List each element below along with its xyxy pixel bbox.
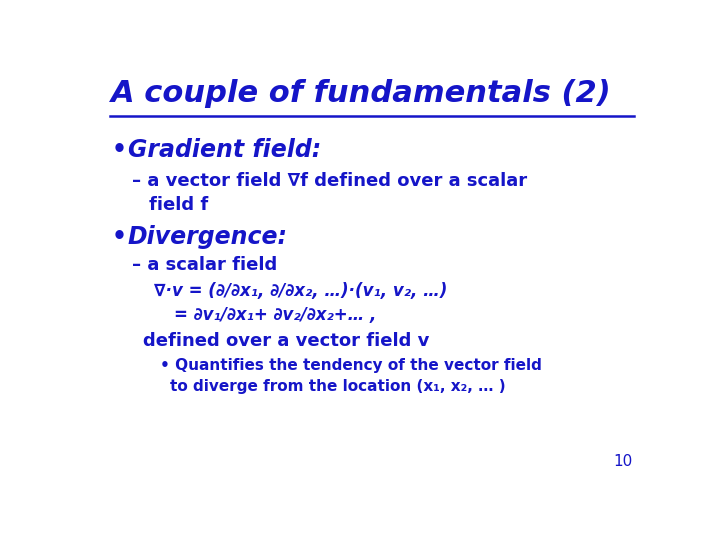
Text: Divergence:: Divergence: bbox=[128, 225, 288, 249]
Text: field f: field f bbox=[148, 196, 208, 214]
Text: = ∂v₁/∂x₁+ ∂v₂/∂x₂+… ,: = ∂v₁/∂x₁+ ∂v₂/∂x₂+… , bbox=[174, 306, 376, 324]
Text: • Quantifies the tendency of the vector field: • Quantifies the tendency of the vector … bbox=[160, 358, 541, 373]
Text: defined over a vector field v: defined over a vector field v bbox=[143, 332, 429, 350]
Text: 10: 10 bbox=[613, 454, 632, 469]
Text: •: • bbox=[111, 138, 126, 161]
Text: to diverge from the location (x₁, x₂, … ): to diverge from the location (x₁, x₂, … … bbox=[170, 379, 505, 394]
Text: – a vector field ∇f defined over a scalar: – a vector field ∇f defined over a scala… bbox=[132, 172, 527, 190]
Text: Gradient field:: Gradient field: bbox=[128, 138, 321, 161]
Text: ∇·v = (∂/∂x₁, ∂/∂x₂, …)·(v₁, v₂, …): ∇·v = (∂/∂x₁, ∂/∂x₂, …)·(v₁, v₂, …) bbox=[154, 282, 448, 300]
Text: – a scalar field: – a scalar field bbox=[132, 256, 277, 274]
Text: A couple of fundamentals (2): A couple of fundamentals (2) bbox=[111, 79, 612, 109]
Text: •: • bbox=[111, 225, 126, 249]
